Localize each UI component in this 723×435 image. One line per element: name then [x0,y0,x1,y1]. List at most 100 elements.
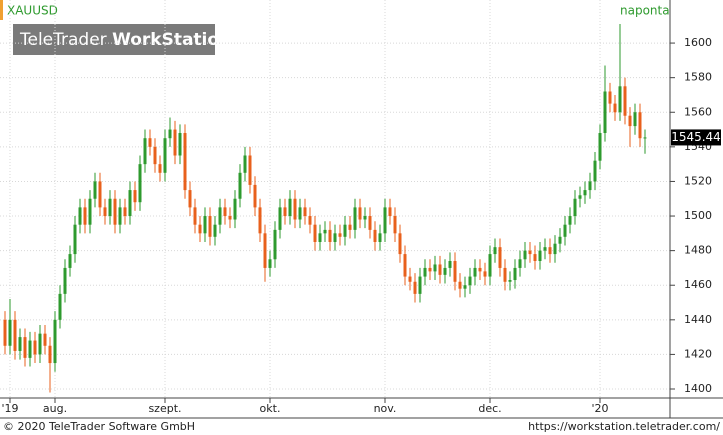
candle-body [338,233,342,237]
y-tick-label: 1400 [684,382,712,395]
candle-body [358,207,362,220]
candle-body [293,198,297,220]
candle-body [528,250,532,255]
candle-body [508,280,512,282]
candle-body [48,345,52,364]
candle-body [623,86,627,116]
candle-body [178,133,182,156]
candle-body [133,190,137,203]
candle-body [28,340,32,358]
candle-body [273,229,277,260]
url: https://workstation.teletrader.com/ [528,420,720,433]
candle-body [518,259,522,268]
candle-body [33,340,37,355]
candle-body [593,160,597,182]
candle-body [233,198,237,220]
candle-body [618,86,622,113]
candle-body [58,293,62,320]
y-tick-label: 1500 [684,209,712,222]
candle-body [453,261,457,282]
y-tick-label: 1600 [684,36,712,49]
candle-body [438,264,442,275]
candle-body [323,229,327,234]
candle-body [153,146,157,165]
candle-body [53,319,57,364]
candle-body [163,138,167,173]
candle-body [183,133,187,191]
candle-body [168,129,172,139]
candle-body [563,224,567,237]
candle-body [118,207,122,225]
candle-body [203,216,207,234]
candle-body [38,333,42,355]
candle-body [393,216,397,234]
candle-body [608,91,612,104]
candle-body [63,267,67,294]
candle-body [78,207,82,225]
x-tick-label: '20 [591,402,608,415]
candle-body [613,103,617,113]
candle-body [173,129,177,156]
candle-body [643,137,647,139]
candle-body [73,224,77,255]
candle-body [8,319,12,346]
logo-brand: TeleTrader [19,30,107,50]
x-tick-label: nov. [374,402,397,415]
candle-body [558,236,562,244]
candle-body [113,198,117,225]
candle-body [253,184,257,208]
candle-body [633,112,637,127]
y-tick-label: 1440 [684,313,712,326]
candle-body [568,216,572,225]
candle-body [228,216,232,220]
chart-title: XAUUSD [7,4,58,18]
x-tick-label: '19 [1,402,18,415]
candle-body [418,276,422,294]
y-tick-label: 1560 [684,105,712,118]
candle-body [498,247,502,268]
marker [0,0,3,20]
y-tick-label: 1460 [684,278,712,291]
interval: naponta [620,4,670,18]
candle-body [123,207,127,217]
candle-body [458,281,462,289]
candle-body [363,216,367,220]
y-tick-label: 1420 [684,347,712,360]
candle-body [443,267,447,275]
candle-body [463,285,467,289]
candle-body [333,233,337,242]
candle-body [68,254,72,268]
plot [0,0,670,398]
last-value-label: 1545.44 [671,130,721,144]
candle-body [503,267,507,282]
candle-body [473,267,477,277]
candle-body [308,216,312,225]
y-tick-label: 1480 [684,244,712,257]
candle-body [278,207,282,230]
candle-body [243,155,247,173]
candle-body [193,207,197,225]
candle-body [548,247,552,255]
candle-body [388,207,392,217]
candle-body [303,207,307,217]
candle-body [93,181,97,199]
candle-body [143,138,147,165]
logo: TeleTrader WorkStation [19,30,231,50]
candle-body [213,224,217,237]
candle-body [98,181,102,208]
candle-body [128,190,132,217]
candle-body [313,224,317,242]
candle-body [573,198,577,217]
candle-body [448,261,452,268]
y-tick-label: 1580 [684,71,712,84]
candle-body [258,207,262,234]
x-tick-label: okt. [260,402,281,415]
candle-body [148,138,152,147]
y-tick-label: 1520 [684,174,712,187]
candle-body [433,264,437,272]
last-value-box [671,129,721,146]
candle-body [188,190,192,208]
candle-body [553,243,557,255]
candle-body [268,259,272,268]
